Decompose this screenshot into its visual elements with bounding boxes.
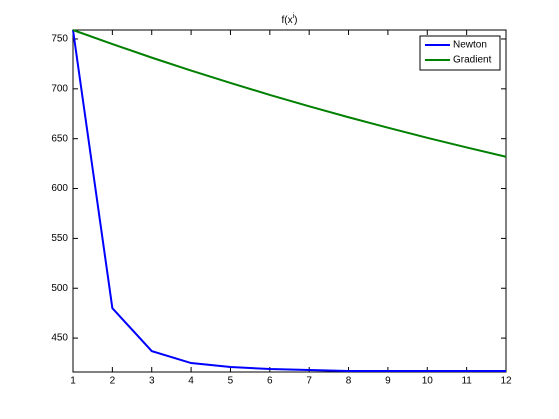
y-tick-label: 650 (51, 133, 68, 144)
y-tick-label: 700 (51, 83, 68, 94)
y-tick-label: 450 (51, 333, 68, 344)
x-tick-label: 3 (149, 376, 155, 387)
x-tick-label: 4 (188, 376, 194, 387)
title-sup: i (293, 13, 295, 20)
y-tick-label: 500 (51, 283, 68, 294)
chart-title: f(xi) (281, 13, 297, 26)
x-tick-label: 11 (461, 376, 472, 387)
x-tick-label: 10 (422, 376, 434, 387)
line-series (72, 29, 507, 158)
x-tick-label: 9 (385, 376, 391, 387)
x-tick-label: 5 (228, 376, 234, 387)
legend-label: Gradient (453, 55, 492, 66)
line-series (72, 29, 506, 373)
y-tick-label: 600 (51, 183, 68, 194)
x-tick-label: 8 (346, 376, 352, 387)
legend-box (419, 35, 501, 71)
plot-area (72, 29, 507, 373)
y-tick-label: 550 (51, 233, 68, 244)
x-tick-label: 6 (267, 376, 273, 387)
title-part: ) (294, 15, 297, 26)
legend-label: Newton (453, 40, 487, 51)
x-tick-label: 7 (306, 376, 312, 387)
y-tick-label: 750 (51, 34, 68, 45)
title-part: f(x (281, 15, 292, 26)
x-tick-label: 12 (500, 376, 512, 387)
x-tick-label: 1 (70, 376, 76, 387)
x-tick-label: 2 (110, 376, 116, 387)
